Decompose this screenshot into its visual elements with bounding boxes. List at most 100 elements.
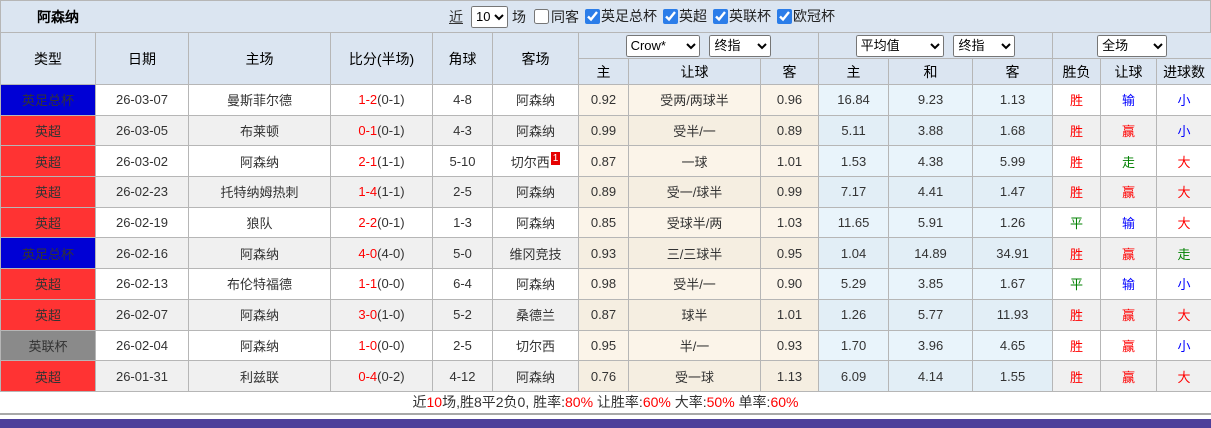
score-cell: 2-2(0-1) bbox=[330, 206, 433, 239]
match-date: 26-02-04 bbox=[95, 329, 189, 362]
corner-score: 2-5 bbox=[432, 329, 493, 362]
score-fulltime: 2-1 bbox=[358, 153, 378, 169]
home-team: 阿森纳 bbox=[188, 145, 331, 178]
corner-score: 5-0 bbox=[432, 237, 493, 270]
crow-away-odds: 0.93 bbox=[759, 329, 820, 362]
col-header-date: 日期 bbox=[95, 32, 189, 85]
league-filter-checkbox[interactable] bbox=[585, 8, 600, 24]
recent-link[interactable]: 近 bbox=[449, 8, 463, 25]
crow-home-odds: 0.98 bbox=[578, 268, 629, 300]
crow-away-odds: 1.01 bbox=[759, 298, 820, 331]
league-filter-toggle[interactable]: 欧冠杯 bbox=[771, 6, 835, 26]
summary-segment: 50% bbox=[706, 394, 735, 411]
crow-away-odds: 1.01 bbox=[759, 145, 820, 178]
result-handicap: 输 bbox=[1100, 84, 1158, 116]
table-row: 英足总杯 26-02-16 阿森纳 4-0(4-0) 5-0 维冈竞技 0.93 三/三球半 0… bbox=[0, 237, 1211, 270]
col-header-corner: 角球 bbox=[432, 32, 493, 85]
result-goals: 大 bbox=[1156, 360, 1211, 392]
away-team: 切尔西 bbox=[492, 329, 579, 362]
avg-home-odds: 6.09 bbox=[818, 360, 890, 392]
avg-home-odds: 1.53 bbox=[818, 145, 890, 178]
period-select[interactable]: 10 bbox=[471, 5, 508, 28]
away-team: 切尔西 1 bbox=[492, 145, 579, 178]
away-team-badge: 1 bbox=[550, 151, 561, 165]
table-row: 英超 26-02-13 布伦特福德 1-1(0-0) 6-4 阿森纳 0.98 受半/一 0.9… bbox=[0, 268, 1211, 300]
league-badge: 英足总杯 bbox=[0, 84, 96, 116]
crow-handicap: 受半/一 bbox=[628, 114, 761, 147]
league-badge: 英超 bbox=[0, 298, 96, 331]
result-outcome: 胜 bbox=[1052, 176, 1102, 208]
score-fulltime: 4-0 bbox=[358, 245, 378, 261]
avg-away-odds: 1.26 bbox=[972, 206, 1054, 239]
crow-handicap: 三/三球半 bbox=[628, 237, 761, 270]
league-badge: 英超 bbox=[0, 176, 96, 208]
col-header-avg-draw: 和 bbox=[888, 58, 974, 85]
league-filter-toggle[interactable]: 英足总杯 bbox=[579, 6, 657, 26]
score-cell: 1-4(1-1) bbox=[330, 176, 433, 208]
result-outcome: 胜 bbox=[1052, 114, 1102, 147]
col-header-away: 客场 bbox=[492, 32, 579, 85]
result-goals: 走 bbox=[1156, 237, 1211, 270]
avg-home-odds: 1.26 bbox=[818, 298, 890, 331]
crow-company-select[interactable]: Crow* bbox=[625, 34, 700, 57]
result-goals: 小 bbox=[1156, 268, 1211, 300]
avg-type-select[interactable]: 终指 bbox=[953, 34, 1016, 57]
league-filter-toggle[interactable]: 英超 bbox=[657, 6, 707, 26]
same-away-checkbox[interactable] bbox=[534, 9, 549, 24]
score-halftime: (0-1) bbox=[377, 123, 405, 139]
same-away-toggle[interactable]: 同客 bbox=[526, 7, 579, 27]
scope-select[interactable]: 全场 bbox=[1097, 34, 1168, 57]
crow-away-odds: 1.13 bbox=[759, 360, 820, 392]
crow-home-odds: 0.99 bbox=[578, 114, 629, 147]
league-filter-checkbox[interactable] bbox=[663, 8, 678, 24]
league-badge: 英超 bbox=[0, 114, 96, 147]
crow-away-odds: 0.90 bbox=[759, 268, 820, 300]
away-team: 桑德兰 bbox=[492, 298, 579, 331]
league-badge: 英超 bbox=[0, 145, 96, 178]
match-date: 26-03-02 bbox=[95, 145, 189, 178]
crow-home-odds: 0.87 bbox=[578, 298, 629, 331]
col-header-home: 主场 bbox=[188, 32, 331, 85]
league-filter-label: 英足总杯 bbox=[601, 8, 657, 25]
crow-home-odds: 0.85 bbox=[578, 206, 629, 239]
crow-type-select[interactable]: 终指 bbox=[709, 34, 772, 57]
score-halftime: (0-2) bbox=[377, 368, 405, 384]
crow-away-odds: 1.03 bbox=[759, 206, 820, 239]
avg-draw-odds: 5.77 bbox=[888, 298, 974, 331]
result-goals: 小 bbox=[1156, 114, 1211, 147]
avg-away-odds: 4.65 bbox=[972, 329, 1054, 362]
league-filter-checkbox[interactable] bbox=[777, 8, 792, 24]
score-halftime: (0-1) bbox=[377, 92, 405, 108]
result-group: 全场 bbox=[1052, 32, 1211, 59]
avg-draw-odds: 4.14 bbox=[888, 360, 974, 392]
games-label: 场 bbox=[512, 8, 526, 25]
league-badge: 英超 bbox=[0, 206, 96, 239]
league-filter-toggle[interactable]: 英联杯 bbox=[707, 6, 771, 26]
header-group-row: 类型 日期 主场 比分(半场) 角球 客场 Crow* 终指 平均值 终指 全场 bbox=[0, 32, 1211, 85]
table-row: 英超 26-02-07 阿森纳 3-0(1-0) 5-2 桑德兰 0.87 球半 1.01 1.2… bbox=[0, 298, 1211, 331]
result-goals: 大 bbox=[1156, 298, 1211, 331]
score-fulltime: 1-2 bbox=[358, 92, 378, 108]
league-filter-label: 欧冠杯 bbox=[793, 8, 835, 25]
result-outcome: 胜 bbox=[1052, 145, 1102, 178]
league-filters: 英足总杯 英超 英联杯 欧冠杯 bbox=[579, 6, 835, 27]
avg-draw-odds: 3.96 bbox=[888, 329, 974, 362]
home-team: 阿森纳 bbox=[188, 329, 331, 362]
score-halftime: (1-1) bbox=[377, 153, 405, 169]
result-outcome: 平 bbox=[1052, 268, 1102, 300]
table-row: 英超 26-01-31 利兹联 0-4(0-2) 4-12 阿森纳 0.76 受一球 1.13 6… bbox=[0, 360, 1211, 392]
result-outcome: 胜 bbox=[1052, 360, 1102, 392]
avg-home-odds: 1.04 bbox=[818, 237, 890, 270]
away-team: 阿森纳 bbox=[492, 176, 579, 208]
score-cell: 0-4(0-2) bbox=[330, 360, 433, 392]
avg-home-odds: 5.29 bbox=[818, 268, 890, 300]
result-goals: 大 bbox=[1156, 145, 1211, 178]
col-header-crow-home: 主 bbox=[578, 58, 629, 85]
avg-company-select[interactable]: 平均值 bbox=[855, 34, 944, 57]
league-filter-checkbox[interactable] bbox=[713, 8, 728, 24]
score-fulltime: 0-4 bbox=[358, 368, 378, 384]
result-handicap: 赢 bbox=[1100, 237, 1158, 270]
crow-home-odds: 0.93 bbox=[578, 237, 629, 270]
crow-away-odds: 0.96 bbox=[759, 84, 820, 116]
